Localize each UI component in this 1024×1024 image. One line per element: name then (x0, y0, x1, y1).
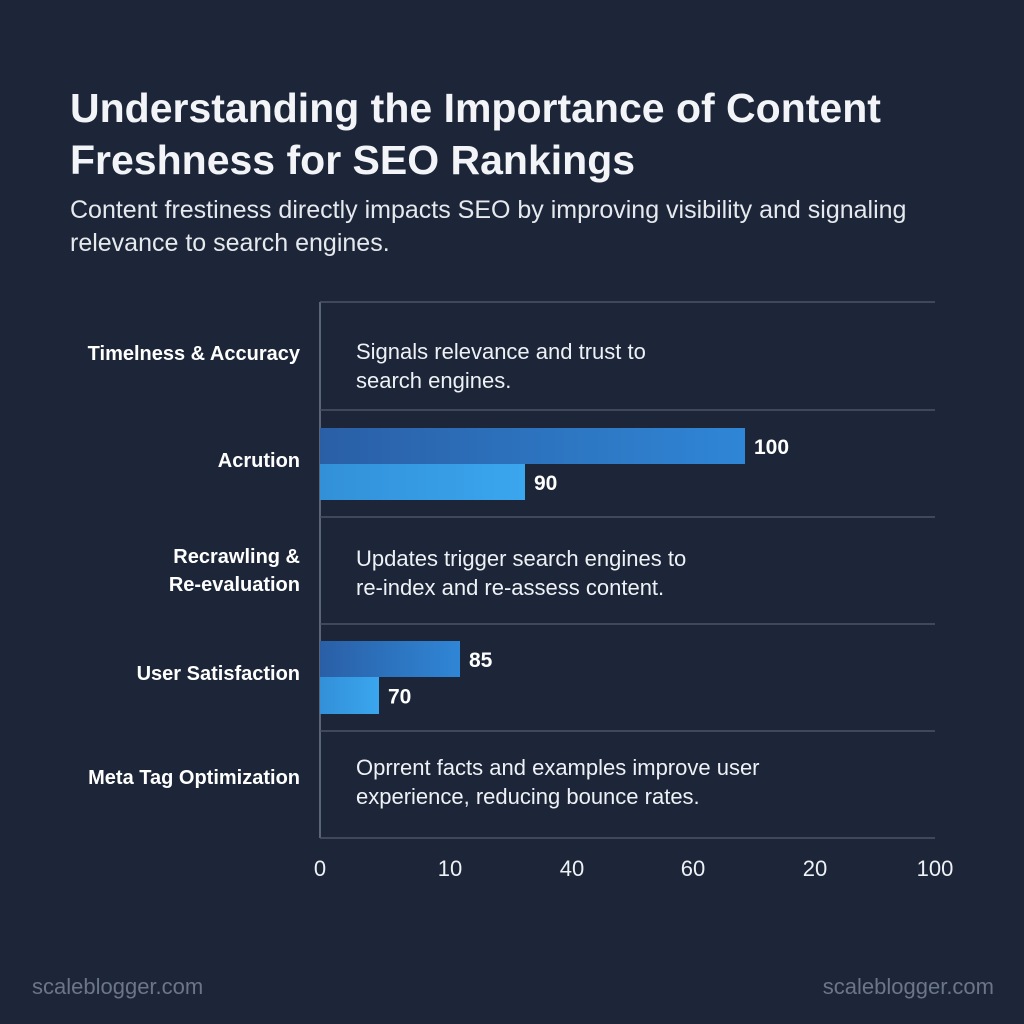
row-label-user-satisfaction: User Satisfaction (136, 663, 300, 685)
x-tick-label: 40 (560, 856, 584, 881)
row-note-meta-tag: Oprrent facts and examples improve user … (356, 755, 760, 809)
bar-value-label: 70 (388, 686, 411, 709)
x-tick-label: 0 (314, 856, 326, 881)
bar-value-label: 85 (469, 649, 493, 672)
bar-acrution-1 (320, 464, 525, 500)
row-label-acrution: Acrution (217, 450, 300, 472)
row-note-timeliness: Signals relevance and trust to search en… (356, 339, 646, 393)
chart-subtitle: Content frestiness directly impacts SEO … (70, 196, 907, 257)
watermark-left: scaleblogger.com (32, 974, 204, 999)
row-label-meta-tag: Meta Tag Optimization (88, 767, 300, 789)
watermark-right: scaleblogger.com (822, 974, 994, 999)
bar-value-label: 100 (754, 436, 789, 459)
bar-acrution-0 (320, 428, 745, 464)
row-label-recrawling: Recrawling & Re-evaluation (168, 546, 300, 596)
x-tick-label: 60 (681, 856, 705, 881)
bar-user-satisfaction-0 (320, 641, 460, 677)
chart-title: Understanding the Importance of Content … (70, 85, 881, 183)
row-label-timeliness: Timelness & Accuracy (87, 343, 300, 365)
x-tick-label: 100 (917, 856, 954, 881)
bar-user-satisfaction-1 (320, 677, 379, 714)
x-tick-label: 20 (803, 856, 827, 881)
row-note-recrawling: Updates trigger search engines to re-ind… (356, 546, 687, 600)
bar-value-label: 90 (534, 472, 557, 495)
x-tick-label: 10 (438, 856, 462, 881)
